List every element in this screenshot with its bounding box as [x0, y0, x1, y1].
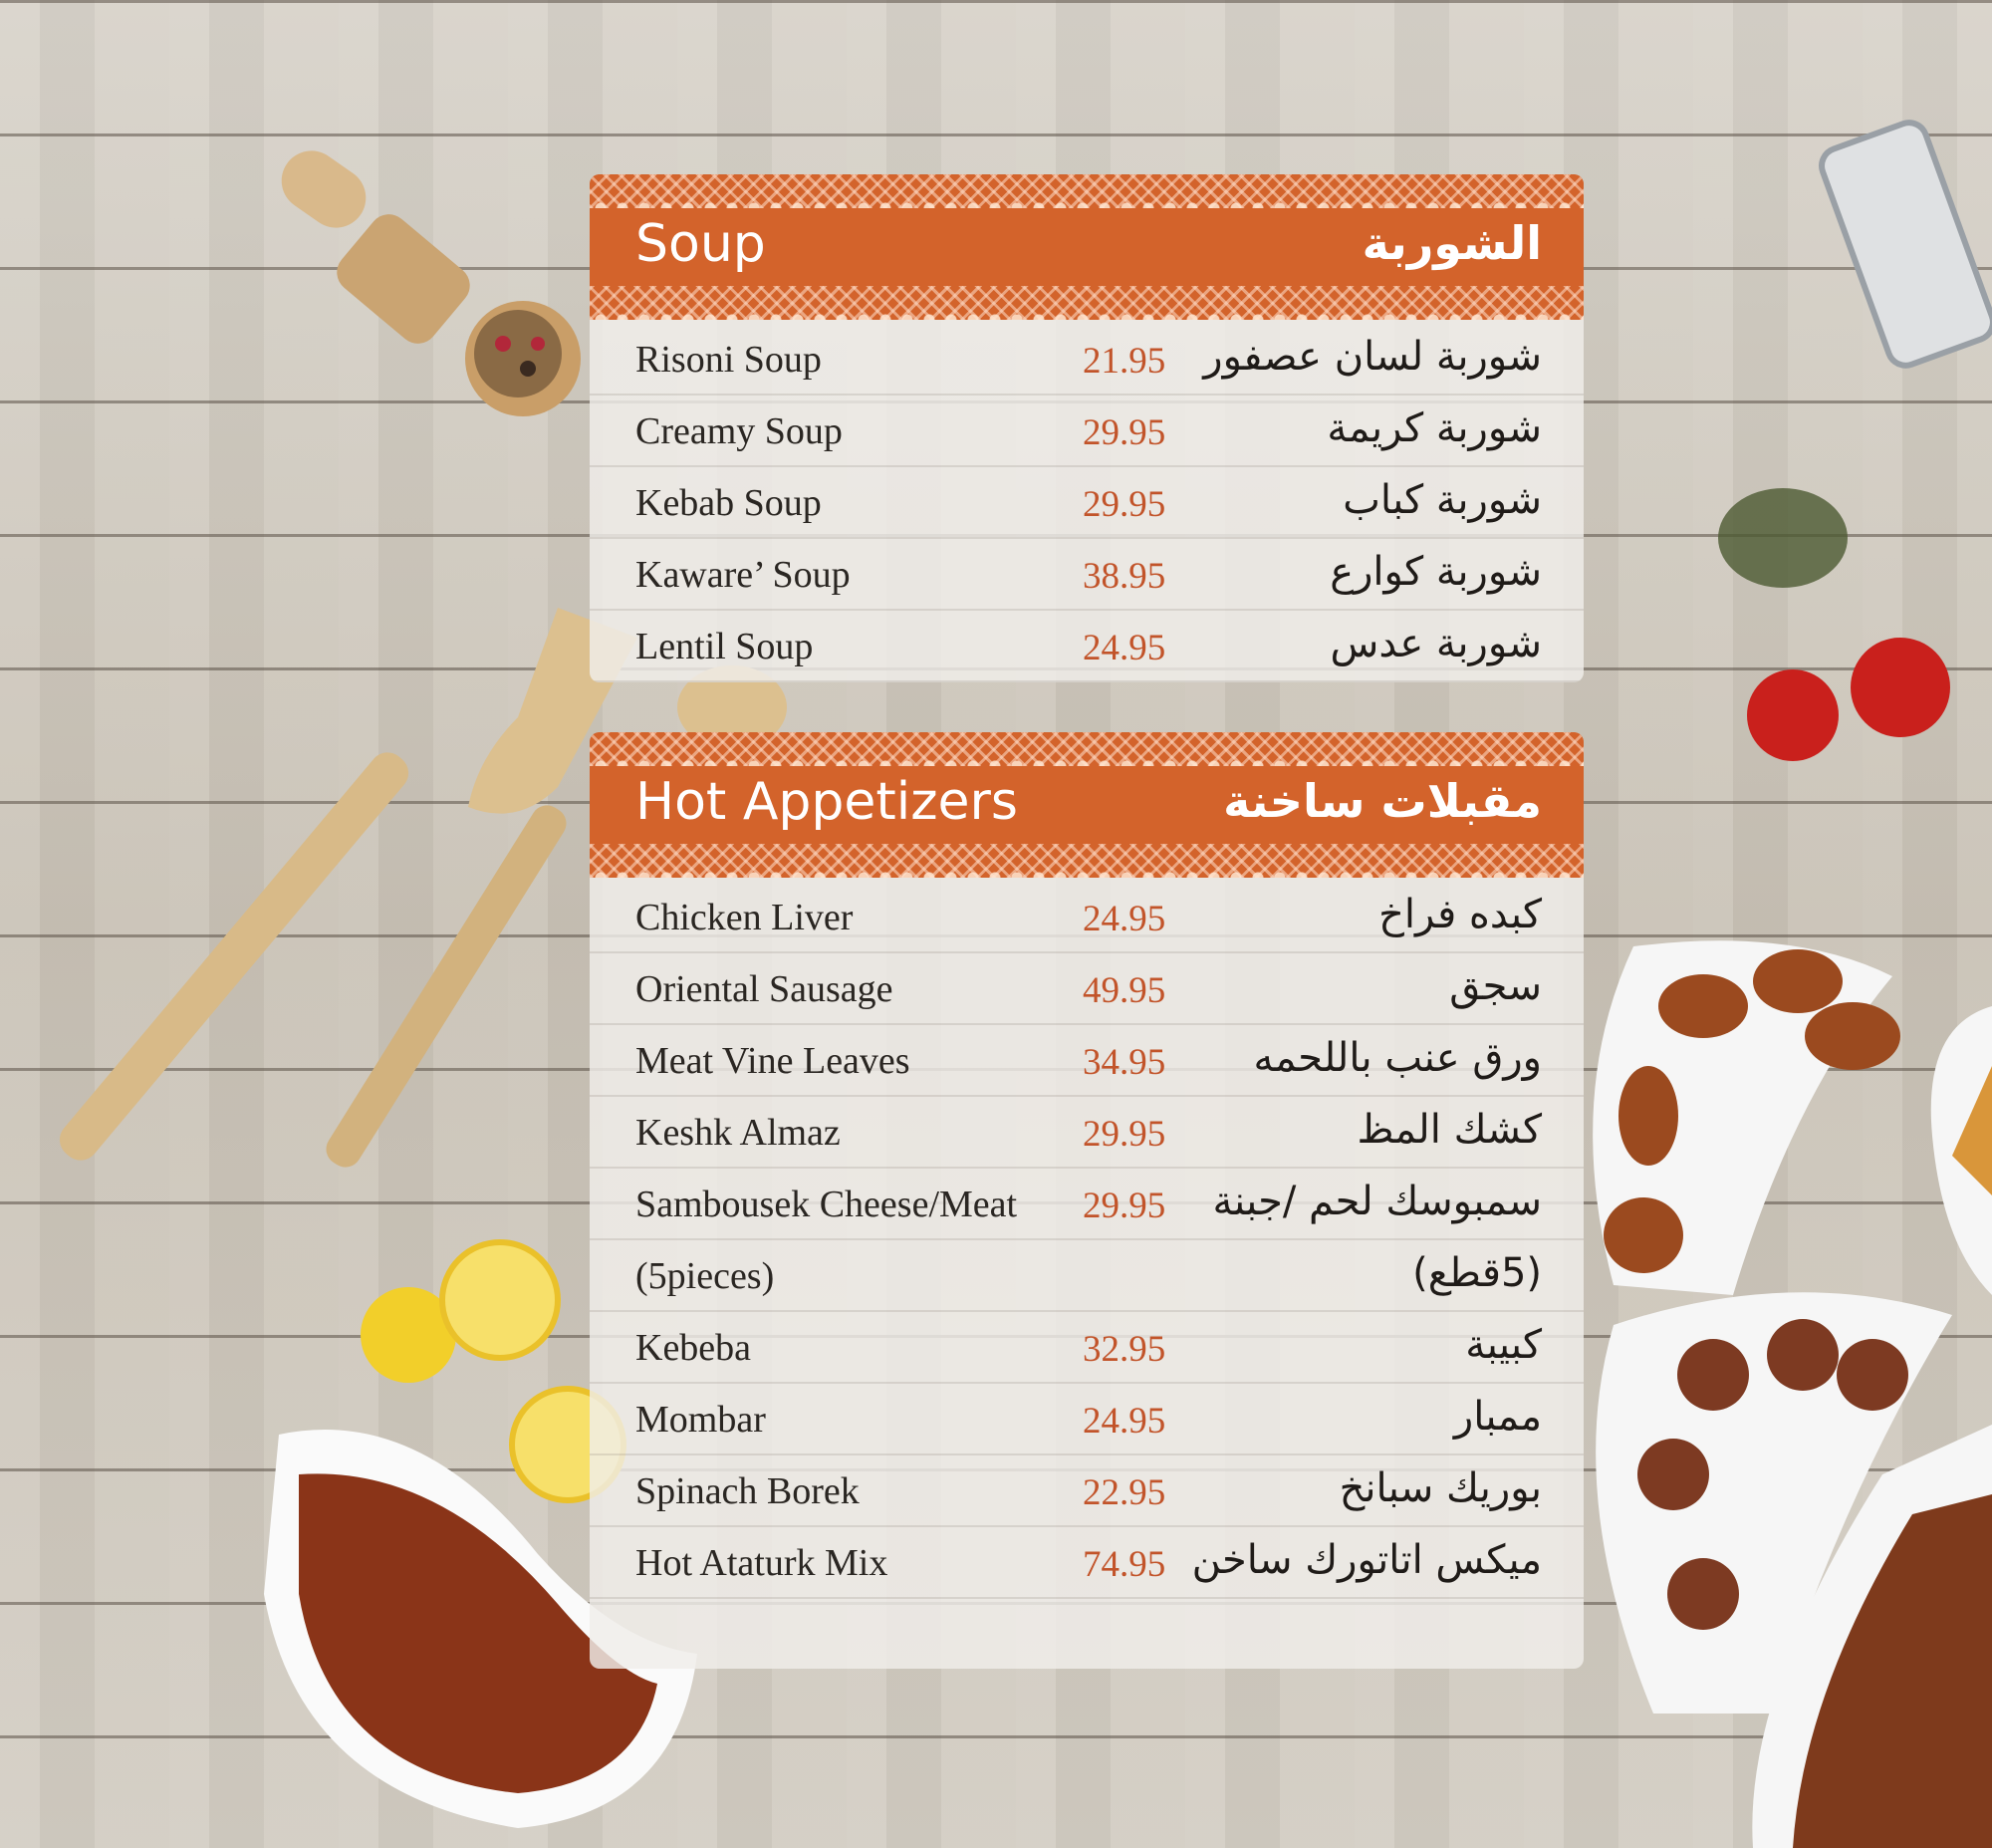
item-name: Creamy Soup: [635, 410, 843, 452]
item-price: 29.95: [1083, 1114, 1166, 1155]
item-price: 29.95: [1083, 412, 1166, 453]
item-name: Lentil Soup: [635, 626, 814, 667]
ornament-border: [590, 174, 1584, 208]
kofta-plate-icon: [1596, 1292, 1992, 1848]
item-name-arabic: (5قطع): [1412, 1250, 1542, 1296]
wooden-scoop-icon: [281, 150, 581, 416]
section-title: Hot Appetizers: [635, 772, 1019, 832]
item-name-arabic: بوريك سبانخ: [1339, 1465, 1542, 1511]
item-name: Hot Ataturk Mix: [635, 1542, 888, 1584]
menu-item: Chicken Liver 24.95 كبده فراخ: [590, 882, 1584, 953]
item-price: 29.95: [1083, 484, 1166, 525]
item-name-arabic: ممبار: [1453, 1394, 1542, 1440]
section-header: Hot Appetizers مقبلات ساخنة: [590, 732, 1584, 878]
item-name-arabic: شوربة لسان عصفور: [1203, 334, 1542, 380]
item-name-arabic: شوربة كباب: [1343, 477, 1542, 523]
item-price: 22.95: [1083, 1472, 1166, 1513]
item-price: 32.95: [1083, 1329, 1166, 1370]
sausage-plate-icon: [264, 1430, 697, 1828]
item-name-arabic: شوربة كريمة: [1327, 405, 1542, 451]
item-price: 34.95: [1083, 1042, 1166, 1083]
item-price: 21.95: [1083, 341, 1166, 382]
item-name-arabic: كبيبة: [1465, 1322, 1542, 1368]
item-name: Kaware’ Soup: [635, 554, 851, 596]
section-title-arabic: مقبلات ساخنة: [1223, 774, 1542, 828]
item-price: 24.95: [1083, 1401, 1166, 1442]
salt-shaker-icon: [1819, 120, 1992, 369]
menu-item: Kaware’ Soup 38.95 شوربة كوارع: [590, 539, 1584, 611]
tomatoes-icon: [1747, 638, 1950, 761]
item-name-arabic: ميكس اتاتورك ساخن: [1191, 1537, 1542, 1583]
ornament-border: [590, 732, 1584, 766]
item-name-arabic: سمبوسك لحم /جبنة: [1212, 1179, 1542, 1224]
menu-item: Risoni Soup 21.95 شوربة لسان عصفور: [590, 324, 1584, 396]
item-name: Oriental Sausage: [635, 968, 893, 1010]
menu-item: Spinach Borek 22.95 بوريك سبانخ: [590, 1455, 1584, 1527]
menu-item: Mombar 24.95 ممبار: [590, 1384, 1584, 1455]
item-name-arabic: سجق: [1449, 963, 1542, 1009]
menu-item: Keshk Almaz 29.95 كشك المظ: [590, 1097, 1584, 1169]
herbs-icon: [1718, 488, 1848, 588]
item-name: Chicken Liver: [635, 897, 854, 938]
menu-item: Kebab Soup 29.95 شوربة كباب: [590, 467, 1584, 539]
item-name: Spinach Borek: [635, 1470, 860, 1512]
item-price: 49.95: [1083, 970, 1166, 1011]
menu-item: Creamy Soup 29.95 شوربة كريمة: [590, 396, 1584, 467]
item-price: 38.95: [1083, 556, 1166, 597]
item-name-arabic: شوربة كوارع: [1330, 549, 1542, 595]
section-title-arabic: الشوربة: [1362, 216, 1542, 270]
menu-item: Sambousek Cheese/Meat 29.95 سمبوسك لحم /جب…: [590, 1169, 1584, 1240]
menu-item: Hot Ataturk Mix 74.95 ميكس اتاتورك ساخن: [590, 1527, 1584, 1599]
hot-appetizers-section: Hot Appetizers مقبلات ساخنة Chicken Liver 2…: [590, 732, 1584, 1669]
item-price: 29.95: [1083, 1186, 1166, 1226]
section-header: Soup الشوربة: [590, 174, 1584, 320]
menu-item: Oriental Sausage 49.95 سجق: [590, 953, 1584, 1025]
kebbeh-plate-icon: [1593, 940, 1900, 1295]
sambousek-plate-icon: [1930, 1006, 1992, 1295]
item-name-arabic: كشك المظ: [1357, 1107, 1542, 1153]
menu-item: (5pieces) (5قطع): [590, 1240, 1584, 1312]
ornament-border: [590, 844, 1584, 878]
soup-section: Soup الشوربة Risoni Soup 21.95 شوربة لسان عص…: [590, 174, 1584, 682]
item-name: Mombar: [635, 1399, 766, 1441]
item-name: Meat Vine Leaves: [635, 1040, 910, 1082]
item-name: Kebab Soup: [635, 482, 822, 524]
item-price: 74.95: [1083, 1544, 1166, 1585]
item-price: 24.95: [1083, 899, 1166, 939]
item-name: Kebeba: [635, 1327, 752, 1369]
item-price: 24.95: [1083, 628, 1166, 668]
item-name: Keshk Almaz: [635, 1112, 841, 1154]
menu-item: Meat Vine Leaves 34.95 ورق عنب باللحمه: [590, 1025, 1584, 1097]
item-name: Sambousek Cheese/Meat: [635, 1184, 1018, 1225]
item-name: Risoni Soup: [635, 339, 822, 381]
item-name-arabic: شوربة عدس: [1330, 621, 1542, 666]
section-title: Soup: [635, 214, 766, 274]
ornament-border: [590, 286, 1584, 320]
menu-item: Lentil Soup 24.95 شوربة عدس: [590, 611, 1584, 682]
item-name: (5pieces): [635, 1255, 775, 1297]
item-name-arabic: كبده فراخ: [1378, 892, 1542, 937]
menu-item: Kebeba 32.95 كبيبة: [590, 1312, 1584, 1384]
item-name-arabic: ورق عنب باللحمه: [1253, 1035, 1542, 1081]
